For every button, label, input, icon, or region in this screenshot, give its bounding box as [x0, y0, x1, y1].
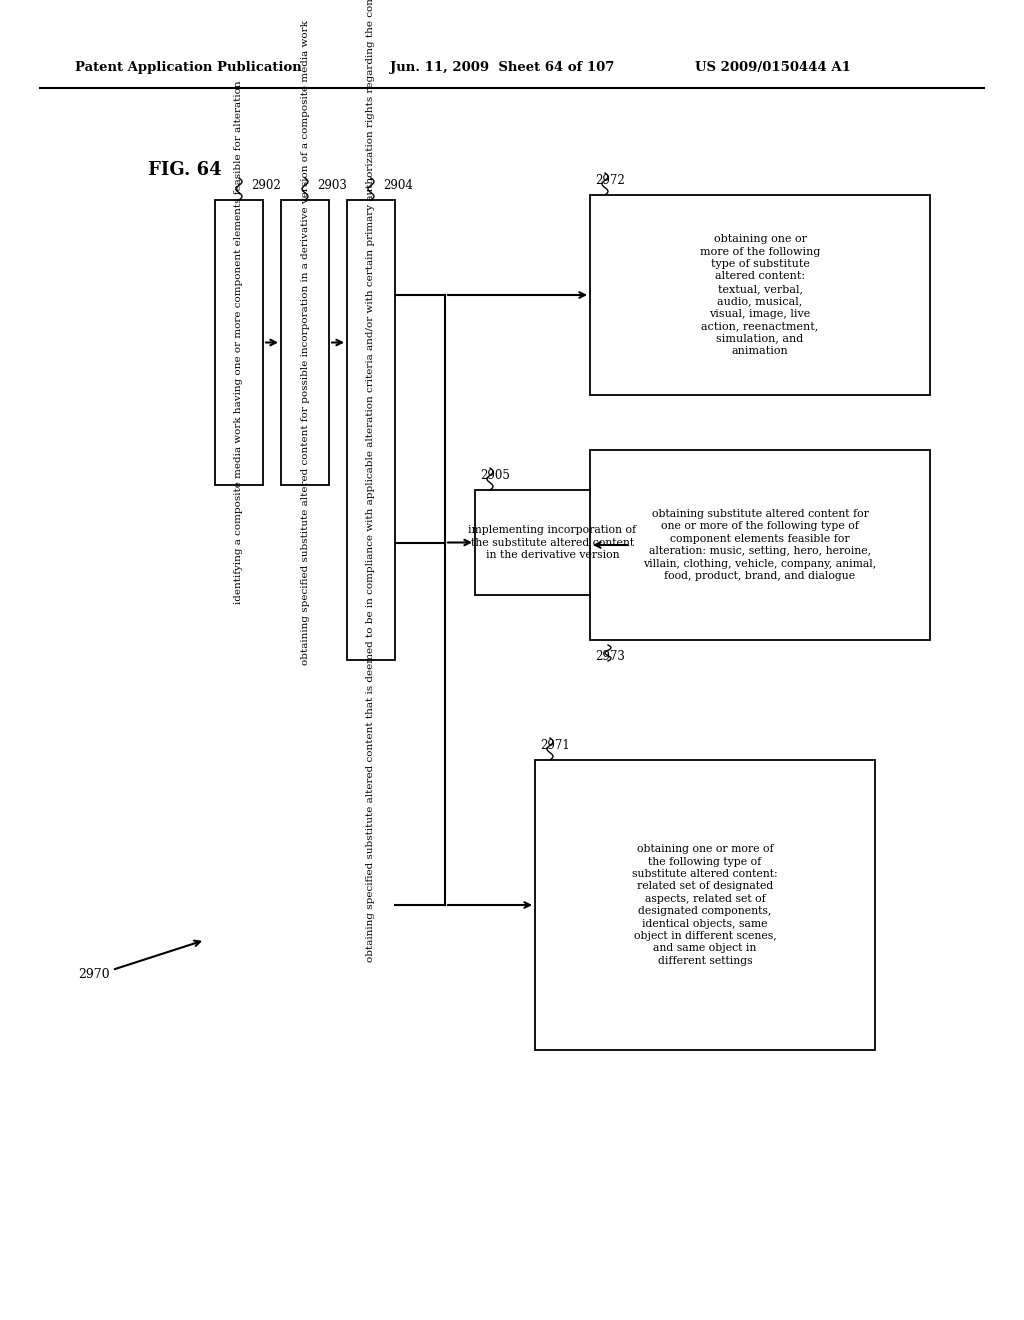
- Text: 2904: 2904: [383, 180, 413, 191]
- Text: obtaining specified substitute altered content that is deemed to be in complianc: obtaining specified substitute altered c…: [367, 0, 376, 962]
- Bar: [347, 201, 395, 660]
- Bar: [535, 760, 874, 1049]
- Text: 2973: 2973: [595, 649, 625, 663]
- Bar: [281, 201, 329, 484]
- Text: 2903: 2903: [317, 180, 347, 191]
- Text: Patent Application Publication: Patent Application Publication: [75, 62, 302, 74]
- Text: Jun. 11, 2009  Sheet 64 of 107: Jun. 11, 2009 Sheet 64 of 107: [390, 62, 614, 74]
- Text: obtaining specified substitute altered content for possible incorporation in a d: obtaining specified substitute altered c…: [300, 20, 309, 665]
- Bar: [590, 195, 930, 395]
- Text: 2905: 2905: [480, 469, 510, 482]
- Text: FIG. 64: FIG. 64: [148, 161, 221, 180]
- Text: 2970: 2970: [78, 969, 110, 982]
- Text: 2972: 2972: [595, 174, 625, 187]
- Text: obtaining one or more of
the following type of
substitute altered content:
relat: obtaining one or more of the following t…: [632, 845, 778, 966]
- Bar: [590, 450, 930, 640]
- Text: 2902: 2902: [251, 180, 281, 191]
- Text: US 2009/0150444 A1: US 2009/0150444 A1: [695, 62, 851, 74]
- Bar: [215, 201, 263, 484]
- Text: implementing incorporation of
the substitute altered content
in the derivative v: implementing incorporation of the substi…: [468, 525, 637, 560]
- Text: identifying a composite media work having one or more component elements feasibl: identifying a composite media work havin…: [234, 81, 244, 605]
- Bar: [475, 490, 630, 595]
- Text: 2971: 2971: [540, 739, 569, 752]
- Text: obtaining substitute altered content for
one or more of the following type of
co: obtaining substitute altered content for…: [643, 510, 877, 581]
- Text: obtaining one or
more of the following
type of substitute
altered content:
textu: obtaining one or more of the following t…: [699, 234, 820, 356]
